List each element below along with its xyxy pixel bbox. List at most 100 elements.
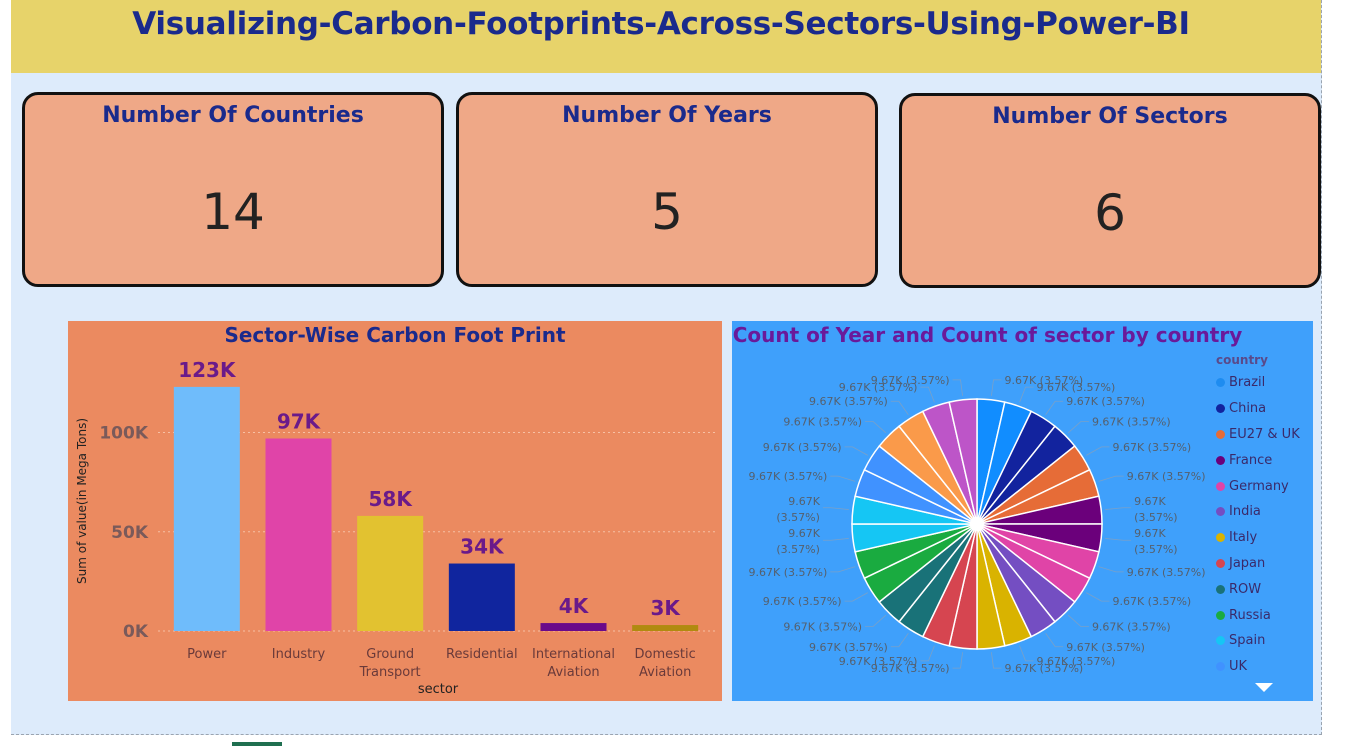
- leader-line: [1105, 538, 1132, 541]
- bar-chart-svg: 0K 50K 100K Sum of value(in Mega Tons) 123K P…: [75, 358, 718, 697]
- kpi-title: Number Of Years: [562, 103, 772, 128]
- leader-line: [1019, 645, 1034, 662]
- legend-color-marker: [1216, 533, 1225, 543]
- report-title: Visualizing-Carbon-Footprints-Across-Sec…: [132, 6, 1190, 42]
- leader-line: [1045, 400, 1064, 416]
- bar-chart-visual[interactable]: Sector-Wise Carbon Foot Print 0K 50K 100K S…: [68, 321, 722, 701]
- slice-data-label: 9.67K (3.57%): [1112, 441, 1191, 454]
- slice-data-label: 9.67K (3.57%): [776, 495, 820, 524]
- slice-data-label: 9.67K (3.57%): [1092, 621, 1171, 634]
- leader-line: [991, 379, 1002, 396]
- leader-line: [844, 592, 868, 602]
- legend-item[interactable]: ROW: [1216, 576, 1311, 602]
- kpi-card-years[interactable]: Number Of Years 5: [456, 92, 878, 287]
- pie-chart-visual[interactable]: Count of Year and Count of sector by cou…: [732, 321, 1313, 701]
- slice-data-label: 9.67K (3.57%): [1134, 495, 1178, 524]
- legend-item[interactable]: Spain: [1216, 628, 1311, 654]
- y-axis-label: Sum of value(in Mega Tons): [75, 418, 89, 584]
- x-tick-label: Aviation: [639, 665, 691, 680]
- slice-data-label: 9.67K (3.57%): [871, 662, 950, 675]
- legend-color-marker: [1216, 507, 1225, 517]
- bar[interactable]: [173, 386, 240, 631]
- x-axis-label: sector: [418, 682, 459, 697]
- legend-color-marker: [1216, 455, 1225, 465]
- legend-item[interactable]: Brazil: [1216, 370, 1311, 396]
- slice-data-label: 9.67K (3.57%): [783, 415, 862, 428]
- x-tick-label: Power: [187, 647, 227, 662]
- slice-data-label: 9.67K (3.57%): [763, 595, 842, 608]
- slice-data-label: 9.67K (3.57%): [809, 395, 888, 408]
- leader-line: [844, 446, 868, 456]
- x-tick-label: Transport: [359, 665, 421, 680]
- pie-slice[interactable]: [948, 398, 978, 525]
- leader-line: [1098, 475, 1124, 482]
- leader-line: [890, 632, 909, 648]
- legend-label: Germany: [1229, 478, 1289, 494]
- slice-data-label: 9.67K (3.57%): [763, 441, 842, 454]
- bar-data-label: 58K: [368, 487, 413, 511]
- legend-color-marker: [1216, 481, 1225, 491]
- slice-data-label: 9.67K (3.57%): [809, 641, 888, 654]
- bar[interactable]: [632, 625, 699, 631]
- slice-data-label: 9.67K (3.57%): [1127, 566, 1206, 579]
- bar-data-label: 123K: [178, 358, 237, 382]
- bar-data-label: 34K: [460, 535, 505, 559]
- slice-data-label: 9.67K (3.57%): [1127, 470, 1206, 483]
- legend-item[interactable]: India: [1216, 499, 1311, 525]
- leader-line: [1086, 446, 1110, 456]
- slice-data-label: 9.67K (3.57%): [1004, 374, 1083, 387]
- bar-chart-title: Sector-Wise Carbon Foot Print: [224, 323, 566, 347]
- legend-item[interactable]: China: [1216, 396, 1311, 422]
- leader-line: [830, 566, 856, 573]
- legend-color-marker: [1216, 584, 1225, 594]
- page-tab-indicator[interactable]: [232, 742, 282, 746]
- leader-line: [1098, 566, 1124, 573]
- legend-item[interactable]: Russia: [1216, 602, 1311, 628]
- bar[interactable]: [540, 623, 607, 631]
- slice-data-label: 9.67K (3.57%): [783, 621, 862, 634]
- slice-data-label: 9.67K (3.57%): [1066, 395, 1145, 408]
- legend-label: UK: [1229, 659, 1248, 675]
- legend-label: Russia: [1229, 607, 1271, 623]
- y-tick-label: 50K: [111, 523, 149, 543]
- bar[interactable]: [265, 438, 332, 631]
- slice-data-label: 9.67K (3.57%): [749, 470, 828, 483]
- kpi-card-sectors[interactable]: Number Of Sectors 6: [899, 93, 1321, 288]
- legend-item[interactable]: Italy: [1216, 525, 1311, 551]
- leader-line: [822, 538, 849, 541]
- leader-line: [920, 386, 935, 403]
- leader-line: [952, 379, 963, 396]
- slice-data-label: 9.67K (3.57%): [1066, 641, 1145, 654]
- kpi-card-countries[interactable]: Number Of Countries 14: [22, 92, 444, 287]
- leader-line: [865, 614, 887, 627]
- kpi-value: 6: [1094, 184, 1126, 242]
- slice-data-label: 9.67K (3.57%): [839, 381, 918, 394]
- legend-item[interactable]: UK: [1216, 654, 1311, 680]
- legend-label: ROW: [1229, 581, 1262, 597]
- bar[interactable]: [357, 515, 424, 631]
- x-tick-label: Residential: [446, 647, 518, 662]
- pie-legend: country Brazil China EU27 & UK France German…: [1216, 353, 1311, 680]
- leader-line: [1019, 386, 1034, 403]
- x-tick-label: Ground: [366, 647, 414, 662]
- kpi-title: Number Of Sectors: [992, 104, 1228, 129]
- legend-label: Italy: [1229, 530, 1258, 546]
- slice-data-label: 9.67K (3.57%): [1037, 655, 1116, 668]
- leader-line: [890, 400, 909, 416]
- legend-item[interactable]: Germany: [1216, 473, 1311, 499]
- bar[interactable]: [448, 563, 515, 631]
- legend-label: Brazil: [1229, 375, 1266, 391]
- legend-scroll-down-icon[interactable]: [1255, 683, 1273, 692]
- leader-line: [952, 652, 963, 669]
- leader-line: [991, 652, 1002, 669]
- legend-item[interactable]: EU27 & UK: [1216, 422, 1311, 448]
- legend-item[interactable]: France: [1216, 447, 1311, 473]
- leader-line: [1105, 507, 1132, 510]
- slice-data-label: 9.67K (3.57%): [1112, 595, 1191, 608]
- title-banner: Visualizing-Carbon-Footprints-Across-Sec…: [11, 0, 1321, 73]
- pie-chart-svg: 9.67K (3.57%)9.67K (3.57%)9.67K (3.57%)9…: [749, 374, 1206, 675]
- legend-item[interactable]: Japan: [1216, 551, 1311, 577]
- leader-line: [865, 421, 887, 434]
- slice-data-label: 9.67K (3.57%): [749, 566, 828, 579]
- legend-label: China: [1229, 401, 1267, 417]
